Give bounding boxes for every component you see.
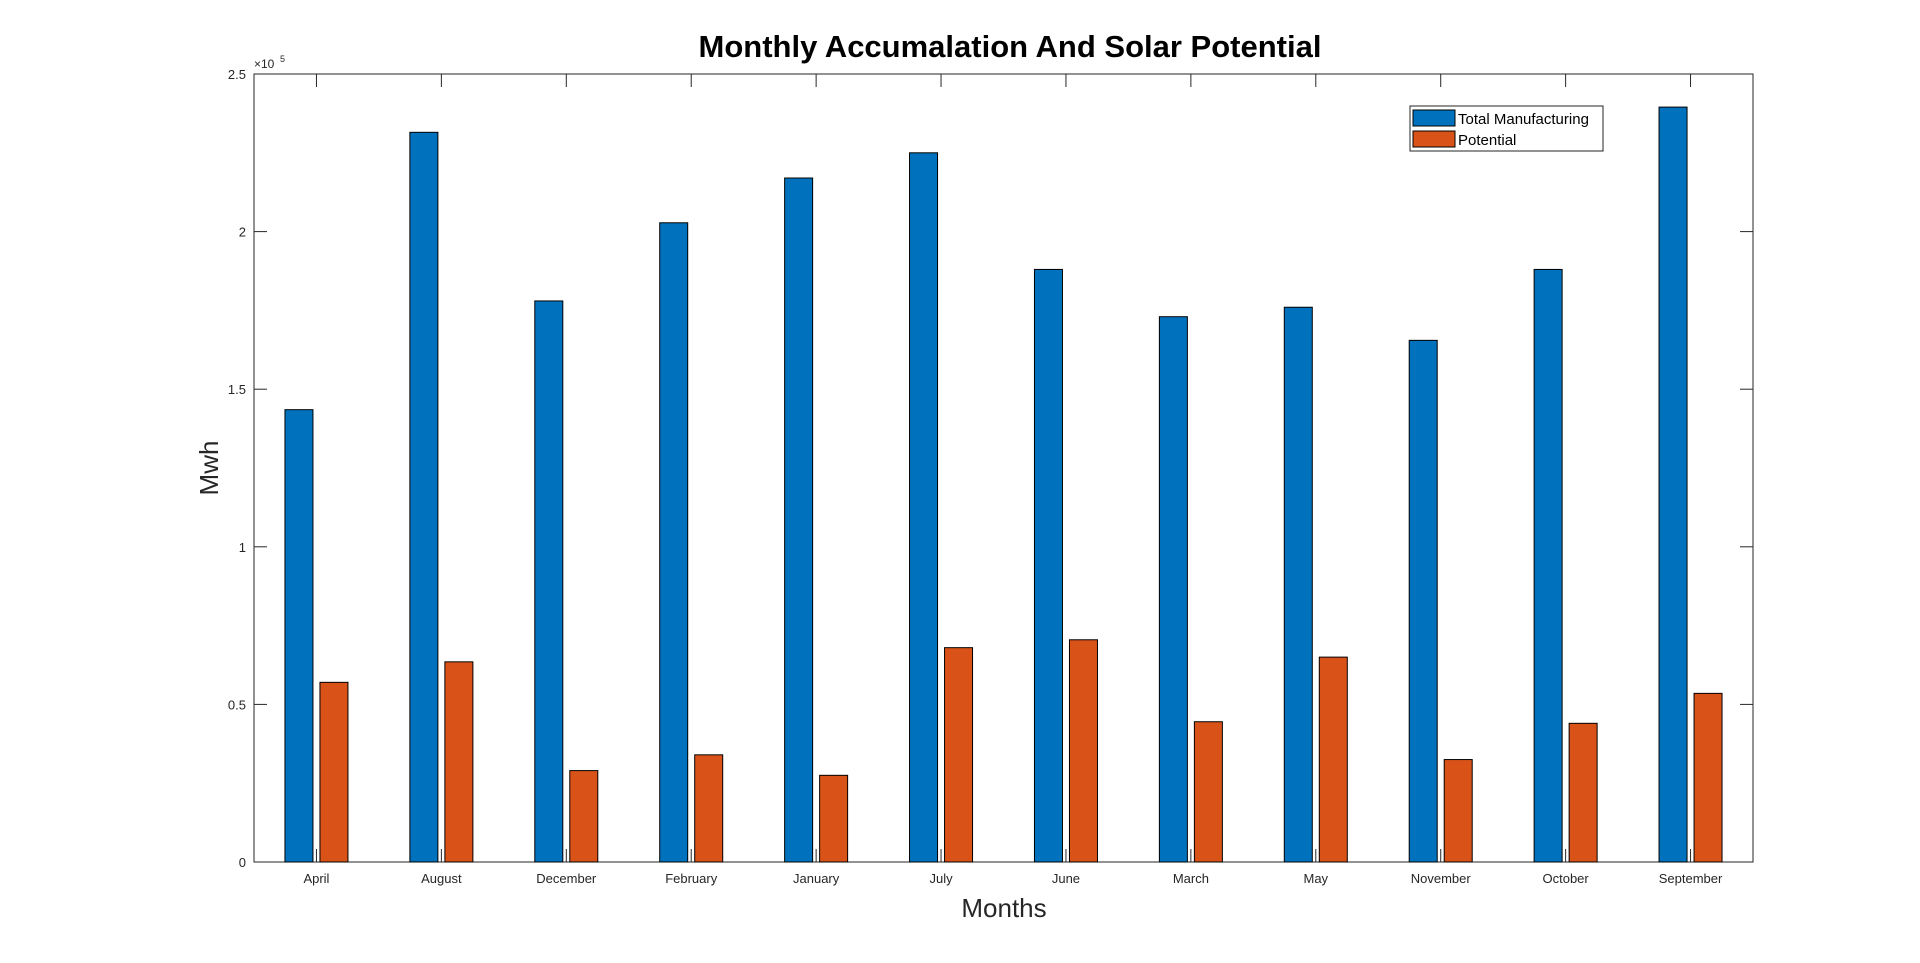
bar-potential-july	[944, 647, 974, 863]
bar-potential-november	[1443, 759, 1473, 863]
y-ticks: 0 0.5 1 1.5 2 2.5	[228, 67, 1753, 870]
chart-title: Monthly Accumalation And Solar Potential	[699, 29, 1322, 64]
bars-group	[284, 106, 1723, 863]
x-tick-label: April	[303, 871, 329, 886]
bar-total-manufacturing-may	[1283, 306, 1313, 863]
bar-potential-august	[444, 661, 474, 863]
bar-total-manufacturing-november	[1408, 339, 1438, 863]
bar-total-manufacturing-july	[909, 152, 939, 863]
x-tick-label: November	[1411, 871, 1472, 886]
x-tick-label: January	[793, 871, 840, 886]
bar-potential-september	[1693, 692, 1723, 863]
bar-total-manufacturing-june	[1033, 268, 1063, 863]
x-tick-label: September	[1659, 871, 1723, 886]
bar-total-manufacturing-april	[284, 409, 314, 863]
x-tick-label: March	[1173, 871, 1209, 886]
x-tick-label: December	[536, 871, 597, 886]
bar-total-manufacturing-september	[1658, 106, 1688, 863]
plot-frame	[253, 73, 1754, 863]
x-tick-label: February	[665, 871, 718, 886]
bar-total-manufacturing-march	[1158, 316, 1188, 863]
y-exponent-base: ×10	[254, 57, 275, 71]
x-tick-label: June	[1052, 871, 1080, 886]
bar-potential-june	[1068, 639, 1098, 863]
x-tick-label: May	[1304, 871, 1329, 886]
legend: Total Manufacturing Potential	[1409, 105, 1604, 152]
y-tick-label: 2.5	[228, 67, 246, 82]
legend-swatch-total-manufacturing	[1412, 109, 1456, 127]
bar-potential-december	[569, 770, 599, 863]
bar-total-manufacturing-december	[534, 300, 564, 863]
x-tick-label: October	[1543, 871, 1590, 886]
y-tick-label: 2	[239, 225, 246, 240]
bar-potential-march	[1193, 721, 1223, 863]
y-axis-label: Mwh	[194, 441, 224, 496]
y-tick-label: 1	[239, 540, 246, 555]
x-axis-label: Months	[961, 893, 1046, 923]
bar-potential-april	[319, 681, 349, 863]
bar-total-manufacturing-august	[409, 131, 439, 863]
legend-swatch-potential	[1412, 130, 1456, 148]
y-tick-label: 1.5	[228, 382, 246, 397]
axes: April August December February January July Ju…	[228, 67, 1754, 886]
x-ticks: April August December February January July Ju…	[303, 74, 1723, 886]
bar-potential-october	[1568, 722, 1598, 863]
bar-total-manufacturing-january	[784, 177, 814, 863]
legend-label-potential: Potential	[1458, 132, 1516, 149]
y-exponent-power: 5	[280, 54, 285, 64]
y-tick-label: 0.5	[228, 697, 246, 712]
legend-label-total-manufacturing: Total Manufacturing	[1458, 111, 1589, 128]
bar-potential-january	[819, 774, 849, 863]
bar-total-manufacturing-february	[659, 222, 689, 863]
y-tick-label: 0	[239, 855, 246, 870]
bar-potential-february	[694, 754, 724, 863]
x-tick-label: August	[421, 871, 462, 886]
bar-potential-may	[1318, 656, 1348, 863]
bar-total-manufacturing-october	[1533, 268, 1563, 863]
x-tick-label: July	[929, 871, 953, 886]
